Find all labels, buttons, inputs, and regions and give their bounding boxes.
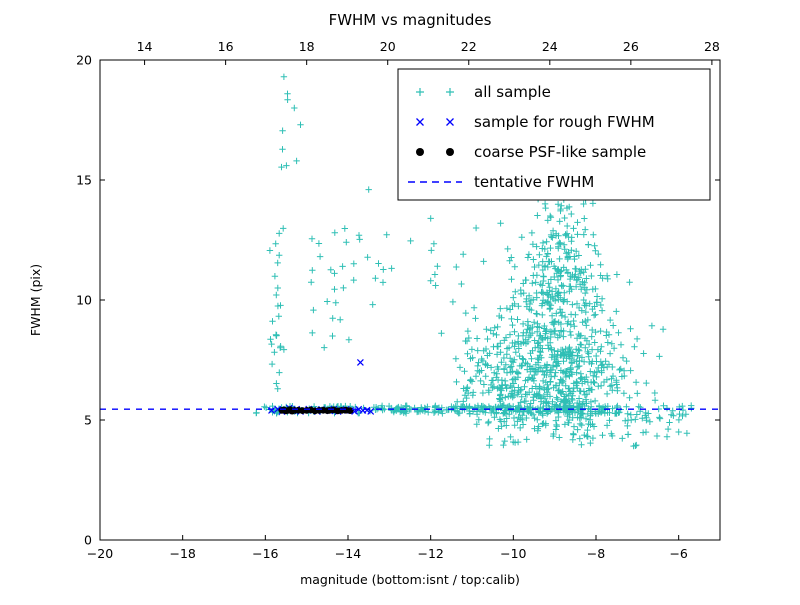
legend-label: all sample bbox=[474, 83, 551, 101]
x-tick-label: −14 bbox=[335, 546, 361, 561]
plot-title: FWHM vs magnitudes bbox=[329, 11, 492, 29]
y-tick-label: 0 bbox=[84, 533, 92, 548]
legend-x-marker bbox=[446, 118, 454, 126]
y-tick-label: 15 bbox=[76, 173, 92, 188]
legend-label: sample for rough FWHM bbox=[474, 113, 655, 131]
x-tick-label: −16 bbox=[252, 546, 278, 561]
top-x-tick-label: 22 bbox=[461, 39, 477, 54]
legend-dot-marker bbox=[446, 148, 454, 156]
top-x-tick-label: 20 bbox=[380, 39, 396, 54]
y-tick-label: 10 bbox=[76, 293, 92, 308]
scatter-layer bbox=[100, 73, 720, 450]
legend-plus-marker bbox=[416, 88, 424, 96]
x-tick-label: −8 bbox=[587, 546, 605, 561]
top-x-tick-label: 14 bbox=[137, 39, 153, 54]
x-tick-label: −20 bbox=[87, 546, 113, 561]
legend: all sample sample for rough FWHM coarse PS… bbox=[397, 68, 711, 201]
top-x-tick-label: 28 bbox=[704, 39, 720, 54]
x-tick-label: −18 bbox=[169, 546, 195, 561]
x-tick-label: −6 bbox=[669, 546, 687, 561]
plot-border bbox=[99, 59, 721, 541]
legend-label: coarse PSF-like sample bbox=[474, 143, 646, 161]
axis-ticks: −20 −18 −16 −14 −12 −10 −8 −6 14 16 18 20 22 24 26 28 0 5… bbox=[76, 39, 720, 561]
legend-dot-marker bbox=[416, 148, 424, 156]
x-tick-label: −12 bbox=[417, 546, 443, 561]
legend-label: tentative FWHM bbox=[474, 173, 594, 191]
legend-x-marker bbox=[416, 118, 424, 126]
top-x-tick-label: 24 bbox=[542, 39, 558, 54]
x-axis-label: magnitude (bottom:isnt / top:calib) bbox=[300, 572, 520, 587]
y-tick-label: 5 bbox=[84, 413, 92, 428]
all-sample-points bbox=[253, 73, 695, 450]
top-x-tick-label: 18 bbox=[299, 39, 315, 54]
top-x-tick-label: 16 bbox=[218, 39, 234, 54]
x-tick-label: −10 bbox=[500, 546, 526, 561]
top-x-tick-label: 26 bbox=[623, 39, 639, 54]
y-axis-label: FWHM (pix) bbox=[28, 264, 43, 336]
psf-like-points bbox=[278, 406, 354, 415]
legend-plus-marker bbox=[446, 88, 454, 96]
y-tick-label: 20 bbox=[76, 53, 92, 68]
